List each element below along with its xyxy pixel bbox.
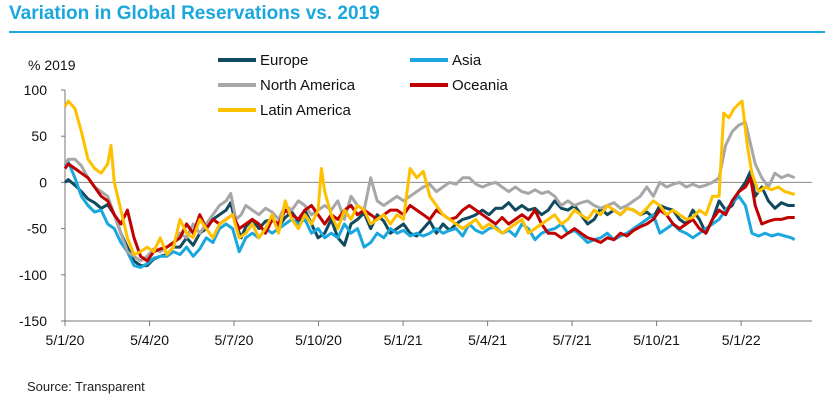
x-tick-label: 5/4/20 [130,332,169,348]
chart-title: Variation in Global Reservations vs. 201… [9,3,380,24]
y-axis-label: % 2019 [28,57,76,73]
y-tick-label: -50 [27,221,47,237]
legend-item-north-america: North America [218,77,356,94]
x-tick-label: 5/7/20 [215,332,254,348]
x-tick-label: 5/10/21 [633,332,680,348]
y-ticks: 100 50 0 -50 -100 -150 [19,82,65,329]
x-tick-label: 5/7/21 [553,332,592,348]
series-line-latin-america [63,99,796,256]
x-tick-label: 5/10/20 [295,332,342,348]
legend-label-latin-america: Latin America [260,102,352,119]
legend-label-europe: Europe [260,52,308,69]
y-tick-label: -100 [19,267,47,283]
x-tick-label: 5/1/20 [46,332,85,348]
y-tick-label: 100 [24,82,48,98]
y-tick-label: 50 [31,128,47,144]
legend-item-asia: Asia [410,52,482,69]
legend-label-oceania: Oceania [452,77,509,94]
legend-item-europe: Europe [218,52,308,69]
legend: Europe Asia North America Oceania Latin … [218,52,509,119]
x-ticks: 5/1/20 5/4/20 5/7/20 5/10/20 5/1/21 5/4/21 5/7… [46,321,761,348]
title-underline [9,31,825,33]
y-tick-label: -150 [19,313,47,329]
x-tick-label: 5/1/21 [384,332,423,348]
legend-item-oceania: Oceania [410,77,509,94]
legend-label-asia: Asia [452,52,482,69]
x-tick-label: 5/4/21 [468,332,507,348]
series-line-asia [63,160,796,269]
legend-label-north-america: North America [260,77,356,94]
x-tick-label: 5/1/22 [722,332,761,348]
y-tick-label: 0 [39,174,47,190]
legend-item-latin-america: Latin America [218,102,352,119]
axes [64,90,812,322]
source-note: Source: Transparent [27,379,145,394]
series-lines [63,99,796,269]
